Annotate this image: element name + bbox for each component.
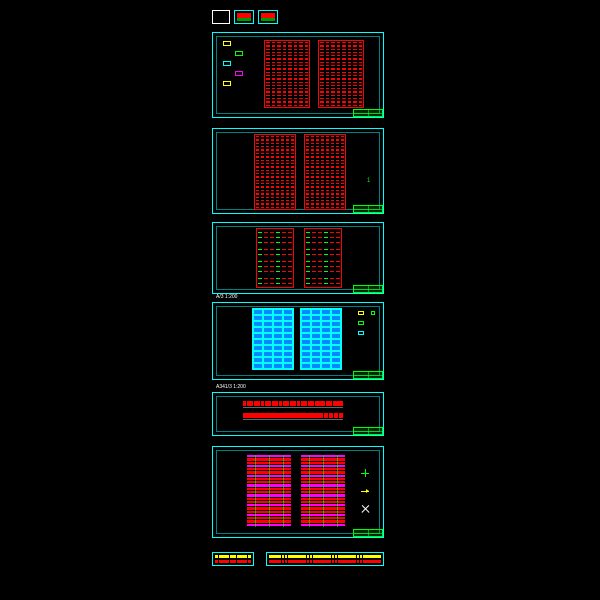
sheet2-marker: 1 (367, 178, 370, 184)
sheet1-grid-1 (319, 41, 363, 107)
sheet2-title-block (353, 205, 383, 213)
sheet5 (212, 392, 384, 436)
sheet3-title-block (353, 285, 383, 293)
bottom-strip-0 (212, 552, 254, 566)
sheet4-grid-0 (253, 309, 293, 369)
sheet5-title-block (353, 427, 383, 435)
bottom-strip-1 (266, 552, 384, 566)
sheet2-grid-1 (305, 135, 345, 209)
sheet1-detail-left-0 (223, 41, 231, 46)
sheet6-title-block (353, 529, 383, 537)
sheet6-rebar-1 (301, 455, 345, 527)
sheet4-detail-right-0 (358, 311, 364, 315)
sheet1-title-block (353, 109, 383, 117)
sheet5-bar-1 (243, 413, 343, 418)
sheet5-header-label: A341/3 1:200 (216, 384, 246, 390)
sheet4-detail-right-1 (371, 311, 375, 315)
sheet6-detail-right-2 (361, 505, 369, 513)
sheet1 (212, 32, 384, 118)
sheet6-detail-right-0 (361, 469, 369, 477)
sheet3 (212, 222, 384, 294)
sheet5-bar-0 (243, 401, 343, 406)
sheet3-grid-1 (305, 229, 341, 287)
sheet4-header-label: A/3 1:200 (216, 294, 237, 300)
sheet4-detail-right-2 (358, 321, 364, 325)
sheet4-detail-right-3 (358, 331, 364, 335)
sheet6 (212, 446, 384, 538)
sheet6-rebar-0 (247, 455, 291, 527)
sheet1-detail-left-2 (223, 61, 231, 66)
sheet2-grid-0 (255, 135, 295, 209)
sheet6-detail-right-1 (361, 487, 369, 495)
sheet1-detail-left-4 (223, 81, 231, 86)
sheet2 (212, 128, 384, 214)
sheet1-detail-left-1 (235, 51, 243, 56)
sheet4-grid-1 (301, 309, 341, 369)
thumbnail-0 (212, 10, 230, 24)
thumbnail-1 (234, 10, 254, 24)
sheet3-grid-0 (257, 229, 293, 287)
thumbnail-2 (258, 10, 278, 24)
sheet4 (212, 302, 384, 380)
sheet4-title-block (353, 371, 383, 379)
sheet1-detail-left-3 (235, 71, 243, 76)
sheet1-grid-0 (265, 41, 309, 107)
